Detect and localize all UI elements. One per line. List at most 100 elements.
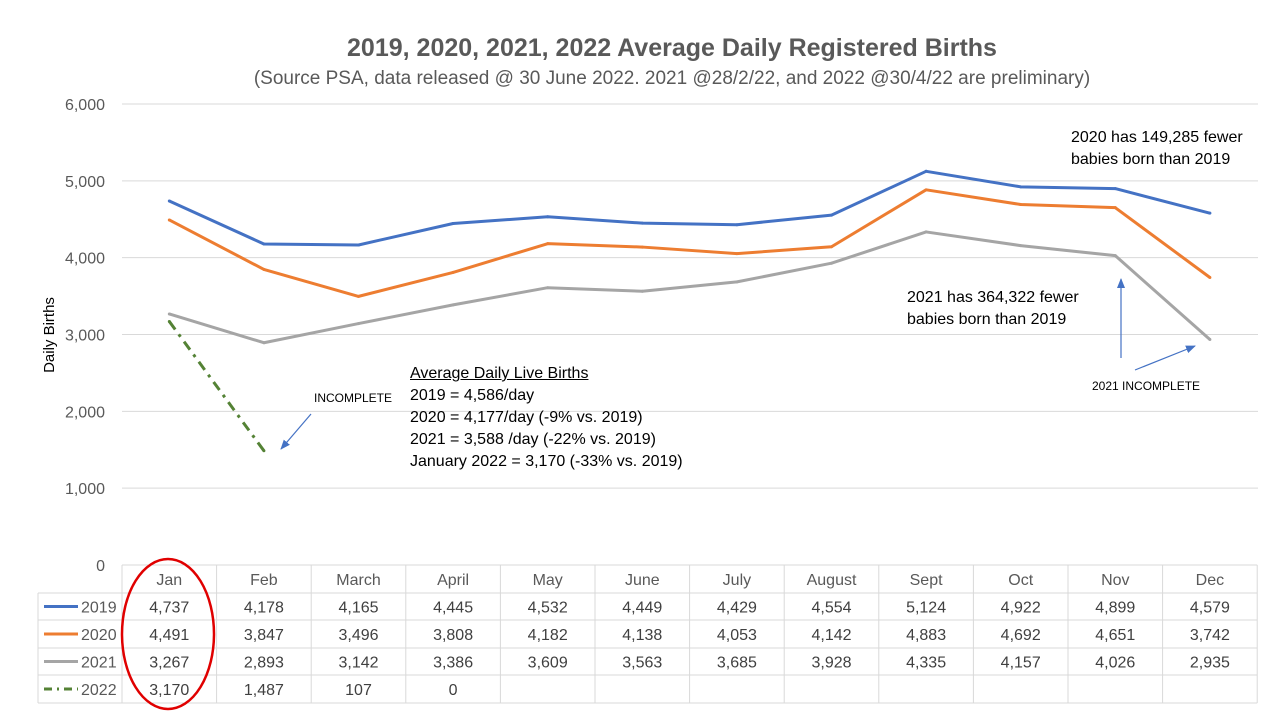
chart-subtitle: (Source PSA, data released @ 30 June 202… (253, 68, 1091, 89)
data-point-2020 (167, 218, 171, 222)
arrow-incomplete-2021 (1134, 345, 1196, 371)
data-point-2020 (830, 245, 833, 249)
data-point-2021 (735, 280, 739, 284)
data-point-2020 (640, 245, 644, 249)
data-point-2021 (167, 312, 171, 316)
series-line-2021 (168, 230, 1211, 345)
data-label-2021: 4,335 (906, 655, 946, 672)
data-label-2019: 4,449 (622, 600, 662, 617)
y-tick-label: 0 (96, 558, 105, 575)
data-label-2021: 4,157 (1001, 655, 1041, 672)
annotation-2021-line1: 2021 has 364,322 fewer (907, 289, 1079, 306)
category-label: August (807, 572, 857, 589)
data-point-2021 (1113, 254, 1117, 258)
data-point-2021 (924, 230, 928, 234)
data-label-2022: 107 (345, 682, 372, 699)
annotation-2021-fewer: 2021 has 364,322 fewer babies born than … (907, 287, 1079, 331)
data-point-2020 (451, 270, 455, 274)
data-point-2020 (357, 294, 360, 298)
data-point-2019 (1208, 211, 1212, 215)
average-2020: 2020 = 4,177/day (-9% vs. 2019) (410, 409, 643, 426)
category-label: Sept (910, 572, 943, 589)
data-label-2020: 3,847 (244, 627, 284, 644)
data-label-2021: 3,928 (811, 655, 851, 672)
data-point-2020 (1113, 206, 1117, 210)
annotation-2020-fewer: 2020 has 149,285 fewer babies born than … (1071, 127, 1243, 171)
data-label-2019: 4,737 (149, 600, 189, 617)
series-lines (167, 169, 1212, 453)
arrow-incomplete-2022 (280, 413, 312, 450)
data-point-2021 (640, 289, 644, 293)
annotation-2020-line2: babies born than 2019 (1071, 151, 1231, 168)
category-label: Jan (156, 572, 182, 589)
data-label-2019: 4,532 (528, 600, 568, 617)
data-label-2021: 3,609 (528, 655, 568, 672)
data-label-2020: 4,883 (906, 627, 946, 644)
data-label-2021: 3,267 (149, 655, 189, 672)
annotation-2021-line2: babies born than 2019 (907, 311, 1067, 328)
data-label-2022: 0 (449, 682, 458, 699)
data-label-2020: 4,053 (717, 627, 757, 644)
data-point-2020 (735, 252, 739, 256)
category-label: Oct (1008, 572, 1033, 589)
data-label-2019: 4,445 (433, 600, 473, 617)
average-2019: 2019 = 4,586/day (410, 387, 535, 404)
category-label: Dec (1196, 572, 1224, 589)
data-point-2020 (1208, 275, 1212, 279)
y-tick-label: 1,000 (65, 481, 105, 498)
data-point-2022 (167, 319, 171, 323)
data-point-2021 (830, 261, 833, 265)
data-point-2019 (640, 221, 644, 225)
data-label-2019: 4,429 (717, 600, 757, 617)
data-label-2021: 3,685 (717, 655, 757, 672)
category-label: Nov (1101, 572, 1129, 589)
category-label: July (723, 572, 751, 589)
category-label: April (437, 572, 469, 589)
data-point-2019 (451, 221, 455, 225)
data-point-2019 (546, 215, 550, 219)
category-label: Feb (250, 572, 278, 589)
data-point-2021 (262, 341, 266, 345)
data-point-2021 (1019, 244, 1023, 248)
data-point-2019 (262, 242, 266, 246)
data-label-2019: 4,165 (338, 600, 378, 617)
y-tick-label: 2,000 (65, 404, 105, 421)
data-point-2020 (924, 188, 928, 192)
data-label-2019: 4,579 (1190, 600, 1230, 617)
data-label-2021: 4,026 (1095, 655, 1135, 672)
data-point-2019 (357, 243, 360, 247)
data-label-2019: 4,899 (1095, 600, 1135, 617)
legend-label-2021: 2021 (81, 655, 117, 672)
data-label-2020: 3,808 (433, 627, 473, 644)
y-axis-label: Daily Births (41, 297, 58, 373)
data-point-2021 (1208, 337, 1212, 341)
y-tick-label: 3,000 (65, 328, 105, 345)
data-point-2019 (735, 223, 739, 227)
category-label: June (625, 572, 660, 589)
series-line-2019 (168, 169, 1211, 247)
data-label-2020: 4,651 (1095, 627, 1135, 644)
data-point-2021 (451, 303, 455, 307)
data-label-2020: 3,742 (1190, 627, 1230, 644)
annotation-arrows (280, 278, 1196, 450)
gridlines (122, 103, 1258, 489)
y-tick-label: 5,000 (65, 174, 105, 191)
data-point-2019 (167, 199, 171, 203)
data-table: Jan Feb March April May June July August Sept Oct… (37, 564, 1258, 704)
average-heading: Average Daily Live Births (410, 365, 589, 382)
y-tick-label: 6,000 (65, 97, 105, 114)
data-label-2020: 4,491 (149, 627, 189, 644)
data-point-2020 (262, 267, 266, 271)
data-label-2020: 4,138 (622, 627, 662, 644)
legend-label-2019: 2019 (81, 600, 117, 617)
data-label-2021: 2,893 (244, 655, 284, 672)
data-point-2020 (1019, 202, 1023, 206)
annotation-incomplete-2021: 2021 INCOMPLETE (1092, 379, 1201, 393)
chart-title: 2019, 2020, 2021, 2022 Average Daily Reg… (347, 34, 997, 62)
data-label-2021: 3,386 (433, 655, 473, 672)
average-2022: January 2022 = 3,170 (-33% vs. 2019) (410, 453, 683, 470)
data-point-2022 (262, 449, 266, 453)
annotation-incomplete-2022: INCOMPLETE (314, 391, 393, 405)
data-point-2021 (357, 322, 360, 326)
data-point-2020 (546, 242, 550, 246)
